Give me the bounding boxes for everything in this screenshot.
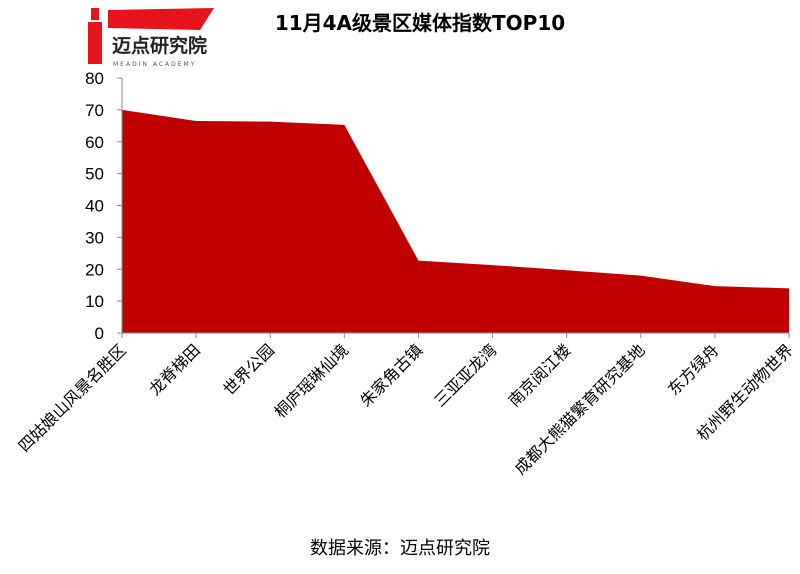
x-tick-label: 龙脊梯田	[145, 340, 204, 399]
x-tick-label: 桐庐瑶琳仙境	[271, 340, 352, 421]
x-tick-label: 朱家角古镇	[356, 340, 426, 410]
y-tick-label: 30	[85, 228, 104, 247]
chart-title: 11月4A级景区媒体指数TOP10	[275, 11, 565, 35]
logo-tower-top	[91, 8, 99, 20]
x-tick-label: 四姑娘山风景名胜区	[15, 340, 130, 455]
x-tick-label: 东方绿舟	[664, 340, 723, 399]
y-tick-label: 60	[85, 133, 104, 152]
x-tick-label: 三亚亚龙湾	[430, 340, 500, 410]
y-tick-label: 80	[85, 69, 104, 88]
x-tick-label: 南京阅江楼	[504, 340, 574, 410]
area	[122, 109, 789, 333]
y-tick-label: 0	[95, 324, 104, 343]
y-tick-label: 10	[85, 292, 104, 311]
logo-tower	[88, 22, 102, 64]
x-tick-label: 世界公园	[219, 340, 278, 399]
x-tick-label: 成都大熊猫繁育研究基地	[511, 340, 649, 478]
y-tick-label: 40	[85, 197, 104, 216]
logo-banner	[108, 8, 214, 30]
source-note: 数据来源：迈点研究院	[310, 538, 490, 559]
logo-subtitle: MEADIN ACADEMY	[113, 61, 196, 68]
y-tick-label: 20	[85, 260, 104, 279]
logo: 迈点研究院 MEADIN ACADEMY	[88, 8, 214, 68]
y-tick-label: 70	[85, 101, 104, 120]
logo-name: 迈点研究院	[112, 34, 207, 57]
y-tick-label: 50	[85, 165, 104, 184]
